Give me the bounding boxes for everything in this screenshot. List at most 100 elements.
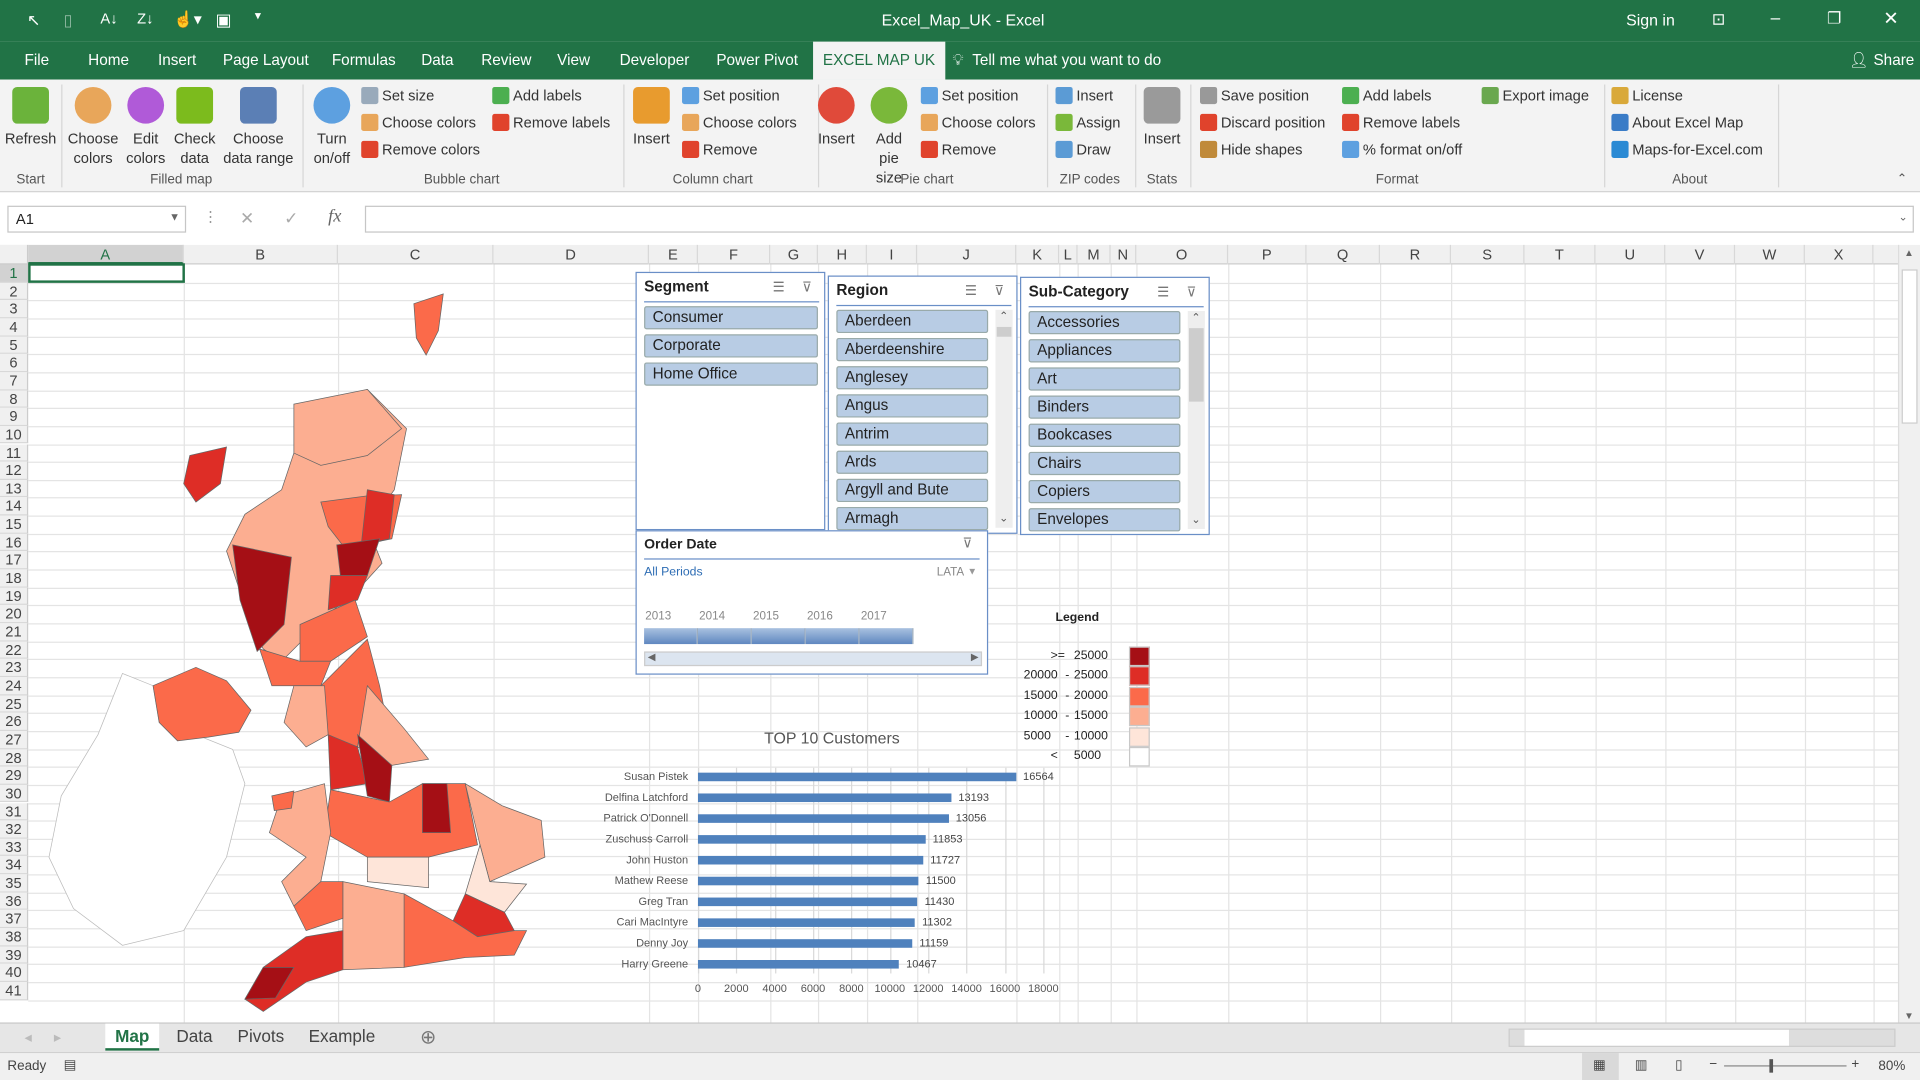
multi-select-icon[interactable]: ☰ — [772, 280, 785, 296]
tab-file[interactable]: File — [24, 51, 50, 69]
column-header-H[interactable]: H — [818, 244, 867, 265]
map-region-shetland[interactable] — [413, 293, 444, 356]
row-header-23[interactable]: 23 — [0, 659, 29, 678]
multi-select-icon[interactable]: ☰ — [1157, 285, 1170, 301]
scroll-thumb[interactable] — [1188, 328, 1204, 402]
map-region-south-east[interactable] — [403, 893, 528, 968]
prev-sheet-icon[interactable]: ◂ — [24, 1028, 32, 1046]
map-region-south-west-1[interactable] — [342, 881, 405, 971]
minimize-icon[interactable]: – — [1770, 7, 1781, 27]
remove-button[interactable]: Remove — [920, 140, 996, 158]
column-header-A[interactable]: A — [28, 244, 184, 265]
clear-filter-icon[interactable]: ⊽ — [962, 536, 973, 552]
row-header-16[interactable]: 16 — [0, 533, 29, 552]
sort-desc-icon[interactable]: Z↓ — [137, 9, 154, 27]
tab-formulas[interactable]: Formulas — [331, 51, 396, 69]
sheet-tab-example[interactable]: Example — [308, 1026, 376, 1046]
slicer-item[interactable]: Envelopes — [1028, 508, 1181, 532]
row-header-26[interactable]: 26 — [0, 712, 29, 731]
row-header-11[interactable]: 11 — [0, 443, 29, 462]
draw-button[interactable]: Draw — [1055, 140, 1111, 158]
row-header-32[interactable]: 32 — [0, 820, 29, 839]
tab-data[interactable]: Data — [421, 51, 454, 69]
turn-on-off-button[interactable]: Turn on/off — [309, 84, 356, 167]
edit-colors-button[interactable]: Edit colors — [122, 84, 169, 167]
map-region-bedford[interactable] — [366, 856, 429, 889]
row-header-14[interactable]: 14 — [0, 497, 29, 516]
row-header-41[interactable]: 41 — [0, 982, 29, 1000]
sheet-tab-data[interactable]: Data — [176, 1026, 213, 1046]
timeline-period-bar[interactable] — [859, 628, 914, 645]
restore-icon[interactable]: ❐ — [1826, 8, 1842, 27]
clear-filter-icon[interactable]: ⊽ — [994, 284, 1005, 299]
row-header-35[interactable]: 35 — [0, 874, 29, 893]
pivot-icon[interactable]: ▣ — [215, 9, 232, 30]
row-header-7[interactable]: 7 — [0, 372, 29, 391]
row-header-25[interactable]: 25 — [0, 695, 29, 713]
tell-me-input[interactable]: Tell me what you want to do — [972, 51, 1162, 69]
sheet-tab-pivots[interactable]: Pivots — [237, 1026, 285, 1046]
h-scroll-thumb[interactable] — [1524, 1029, 1789, 1046]
row-header-6[interactable]: 6 — [0, 354, 29, 373]
bar[interactable] — [697, 939, 913, 948]
row-header-33[interactable]: 33 — [0, 838, 29, 857]
export-image-button[interactable]: Export image — [1481, 86, 1589, 105]
timeline-period-bar[interactable] — [805, 628, 860, 645]
row-header-38[interactable]: 38 — [0, 928, 29, 947]
about-excel-map-button[interactable]: About Excel Map — [1611, 113, 1743, 132]
column-header-D[interactable]: D — [493, 244, 649, 265]
remove-labels-button[interactable]: Remove labels — [492, 113, 610, 132]
customize-qat-icon[interactable]: ▾ — [254, 9, 261, 24]
tab-view[interactable]: View — [557, 51, 591, 69]
function-icon[interactable]: fx — [328, 206, 342, 227]
assign-button[interactable]: Assign — [1055, 113, 1120, 132]
slicer-item[interactable]: Consumer — [644, 306, 818, 330]
region-slicer[interactable]: Region ☰ ⊽ Aberdeen Aberdeenshire Anglesey Ang… — [827, 275, 1018, 534]
scroll-up-icon[interactable]: ⌃ — [1191, 311, 1201, 324]
row-header-1[interactable]: 1 — [0, 264, 29, 283]
map-region-highland[interactable] — [293, 388, 403, 466]
bar[interactable] — [697, 855, 923, 865]
timeline-period-bar[interactable] — [751, 628, 806, 645]
slicer-item[interactable]: Ards — [836, 450, 989, 474]
map-region-south-west-2[interactable] — [244, 930, 344, 1012]
sign-in-link[interactable]: Sign in — [1626, 11, 1675, 30]
row-header-24[interactable]: 24 — [0, 677, 29, 695]
slicer-item[interactable]: Home Office — [644, 362, 818, 386]
column-header-T[interactable]: T — [1524, 244, 1596, 265]
bar[interactable] — [697, 835, 926, 844]
macro-record-icon[interactable]: ▤ — [63, 1057, 77, 1073]
add-sheet-icon[interactable]: ⊕ — [420, 1027, 437, 1049]
row-header-2[interactable]: 2 — [0, 282, 29, 301]
multi-select-icon[interactable]: ☰ — [964, 284, 977, 299]
column-header-W[interactable]: W — [1735, 244, 1805, 265]
slicer-item[interactable]: Argyll and Bute — [836, 478, 989, 503]
discard-position-button[interactable]: Discard position — [1200, 113, 1325, 132]
map-region-south-wales[interactable] — [293, 881, 344, 932]
map-region-argyll[interactable] — [232, 544, 292, 653]
column-header-Q[interactable]: Q — [1307, 244, 1381, 265]
column-header-L[interactable]: L — [1059, 244, 1078, 265]
scroll-thumb[interactable] — [996, 326, 1012, 337]
bar[interactable] — [697, 814, 949, 823]
subcategory-slicer[interactable]: Sub-Category ☰ ⊽ Accessories Appliances Art Bi… — [1020, 276, 1210, 536]
row-header-22[interactable]: 22 — [0, 641, 29, 660]
insert-button[interactable]: Insert — [631, 84, 673, 148]
clipboard-icon[interactable]: ▯ — [63, 11, 73, 30]
select-icon[interactable]: ↖ — [26, 11, 41, 30]
tab-excel-map-uk[interactable]: EXCEL MAP UK — [813, 41, 945, 80]
row-header-3[interactable]: 3 — [0, 300, 29, 319]
scroll-down-icon[interactable]: ⌄ — [1191, 513, 1201, 526]
column-header-R[interactable]: R — [1380, 244, 1452, 265]
choose-colors-button[interactable]: Choose colors — [920, 113, 1036, 132]
choose-colors-button[interactable]: Choose colors — [361, 113, 476, 132]
bar[interactable] — [697, 918, 915, 927]
column-header-E[interactable]: E — [649, 244, 698, 265]
column-header-C[interactable]: C — [338, 244, 494, 265]
slicer-item[interactable]: Copiers — [1028, 480, 1181, 504]
row-header-37[interactable]: 37 — [0, 910, 29, 929]
row-header-27[interactable]: 27 — [0, 730, 29, 749]
timeline-period-bar[interactable] — [644, 628, 698, 645]
slicer-item[interactable]: Appliances — [1028, 339, 1181, 363]
slicer-item[interactable]: Binders — [1028, 395, 1181, 419]
